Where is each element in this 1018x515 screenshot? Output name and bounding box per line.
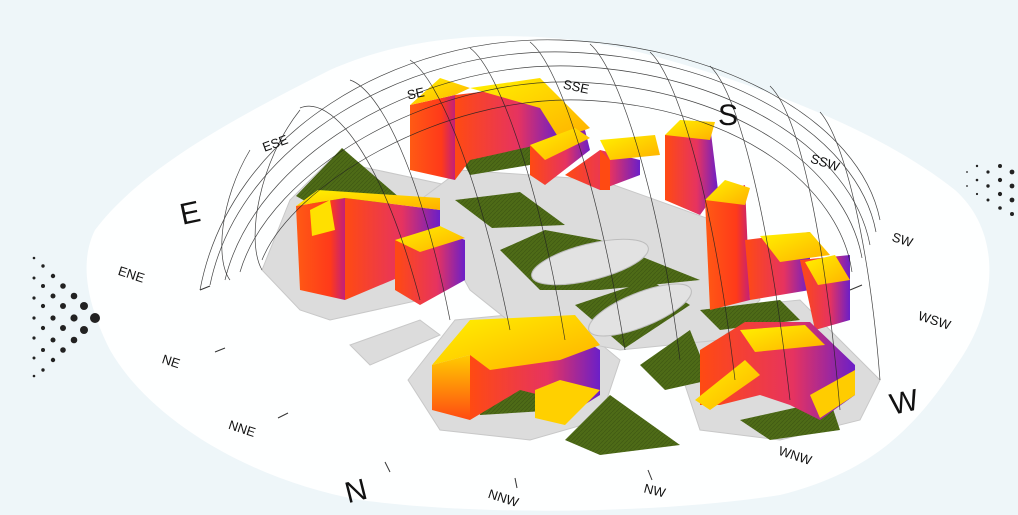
halftone-dots-left-icon [32, 256, 100, 378]
building-w [695, 322, 855, 420]
compass-label-nw: NW [642, 481, 667, 501]
halftone-dots-right-icon [966, 164, 1015, 216]
building-ne [296, 190, 465, 305]
green-parcel [640, 330, 710, 390]
site-plate-strip [349, 319, 441, 366]
compass-label-sse: SSE [562, 77, 591, 97]
road-island [531, 238, 649, 286]
sun-path-wireframe [199, 39, 881, 411]
building-s [665, 120, 850, 330]
compass-label-se: SE [406, 84, 426, 102]
compass-label-sw: SW [890, 229, 915, 250]
compass-label-s: S [718, 99, 738, 132]
building-center [565, 135, 660, 190]
building-se [410, 78, 590, 185]
green-parcel [565, 395, 680, 455]
buildings [296, 78, 855, 425]
road-island [588, 283, 692, 337]
roundabout-islands [531, 238, 692, 337]
green-parcel [455, 192, 565, 228]
building-south [432, 315, 600, 425]
compass-ticks [199, 284, 863, 489]
compass-label-ne: NE [160, 351, 182, 371]
